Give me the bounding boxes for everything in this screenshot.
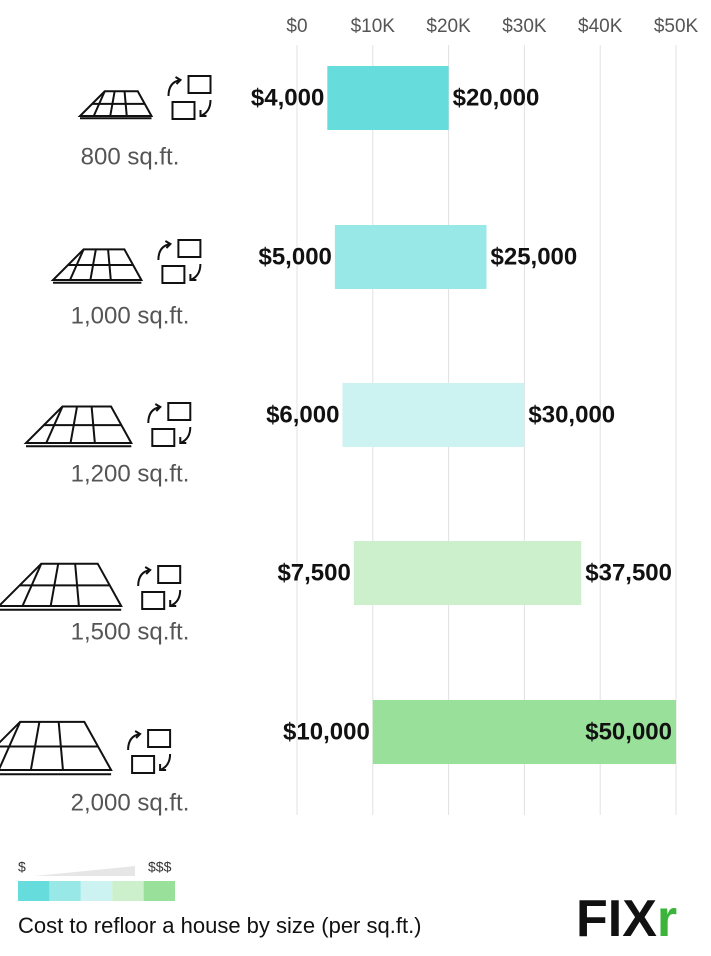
value-label: $7,500 <box>277 559 350 586</box>
floor-icon <box>0 564 121 610</box>
floor-icon <box>53 249 141 282</box>
x-tick-label: $0 <box>286 16 307 37</box>
tile-icon <box>131 755 156 774</box>
value-label: $10,000 <box>283 718 370 745</box>
legend-swatch <box>143 881 175 901</box>
arrow-icon <box>159 753 172 771</box>
arrow-icon <box>179 426 192 444</box>
legend-swatch <box>49 881 81 901</box>
value-label: $25,000 <box>491 243 578 270</box>
value-label: $4,000 <box>251 84 324 111</box>
icons <box>0 75 212 774</box>
tile-icon <box>177 239 202 258</box>
x-tick-label: $20K <box>426 16 471 37</box>
value-label: $6,000 <box>266 401 339 428</box>
tile-icon <box>141 591 166 610</box>
tile-icon <box>167 402 192 421</box>
tile-icon <box>147 729 172 748</box>
x-tick-label: $10K <box>351 16 396 37</box>
x-tick-label: $30K <box>502 16 547 37</box>
logo-mark: r <box>657 890 677 948</box>
value-label: $20,000 <box>453 84 540 111</box>
floor-shape <box>0 722 111 770</box>
tile-icon <box>157 565 182 584</box>
value-label: $5,000 <box>258 243 331 270</box>
arrow-icon <box>167 76 183 97</box>
category-label: 1,500 sq.ft. <box>71 618 190 645</box>
value-label: $30,000 <box>528 401 615 428</box>
arrow-icon <box>137 566 152 587</box>
tile-icon <box>161 265 186 284</box>
legend-high-label: $$$ <box>148 859 172 875</box>
category-label: 1,200 sq.ft. <box>71 460 190 487</box>
category-label: 800 sq.ft. <box>81 143 180 170</box>
floor-icon <box>80 91 152 118</box>
arrow-icon <box>157 240 173 261</box>
bar <box>353 541 582 605</box>
legend-swatch <box>80 881 113 901</box>
floor-icon <box>0 722 111 774</box>
tile-icon <box>151 428 176 447</box>
logo-text: FIX <box>576 890 657 948</box>
legend-low-label: $ <box>18 859 26 875</box>
arrow-icon <box>169 589 182 607</box>
arrow-icon <box>189 263 202 281</box>
category-label: 1,000 sq.ft. <box>71 302 190 329</box>
caption: Cost to refloor a house by size (per sq.… <box>18 913 422 938</box>
tile-icon <box>187 75 212 94</box>
floor-shape <box>0 564 121 606</box>
legend-swatch <box>112 881 144 901</box>
x-tick-label: $40K <box>578 16 623 37</box>
legend-wedge <box>35 866 135 876</box>
floor-shape <box>26 407 131 443</box>
floor-icon <box>26 407 131 447</box>
bar <box>342 383 525 447</box>
value-label: $37,500 <box>585 559 672 586</box>
category-label: 2,000 sq.ft. <box>71 789 190 816</box>
bar <box>327 66 449 130</box>
arrow-icon <box>199 99 212 117</box>
logo: FIXr <box>576 890 677 948</box>
floor-shape <box>53 249 141 280</box>
arrow-icon <box>147 403 162 424</box>
tile-icon <box>171 101 196 120</box>
legend-swatch <box>18 881 50 901</box>
value-label: $50,000 <box>585 718 672 745</box>
arrow-icon <box>127 730 142 751</box>
bar <box>372 700 676 764</box>
x-tick-label: $50K <box>654 16 699 37</box>
bar <box>334 225 487 289</box>
floor-shape <box>80 91 152 116</box>
